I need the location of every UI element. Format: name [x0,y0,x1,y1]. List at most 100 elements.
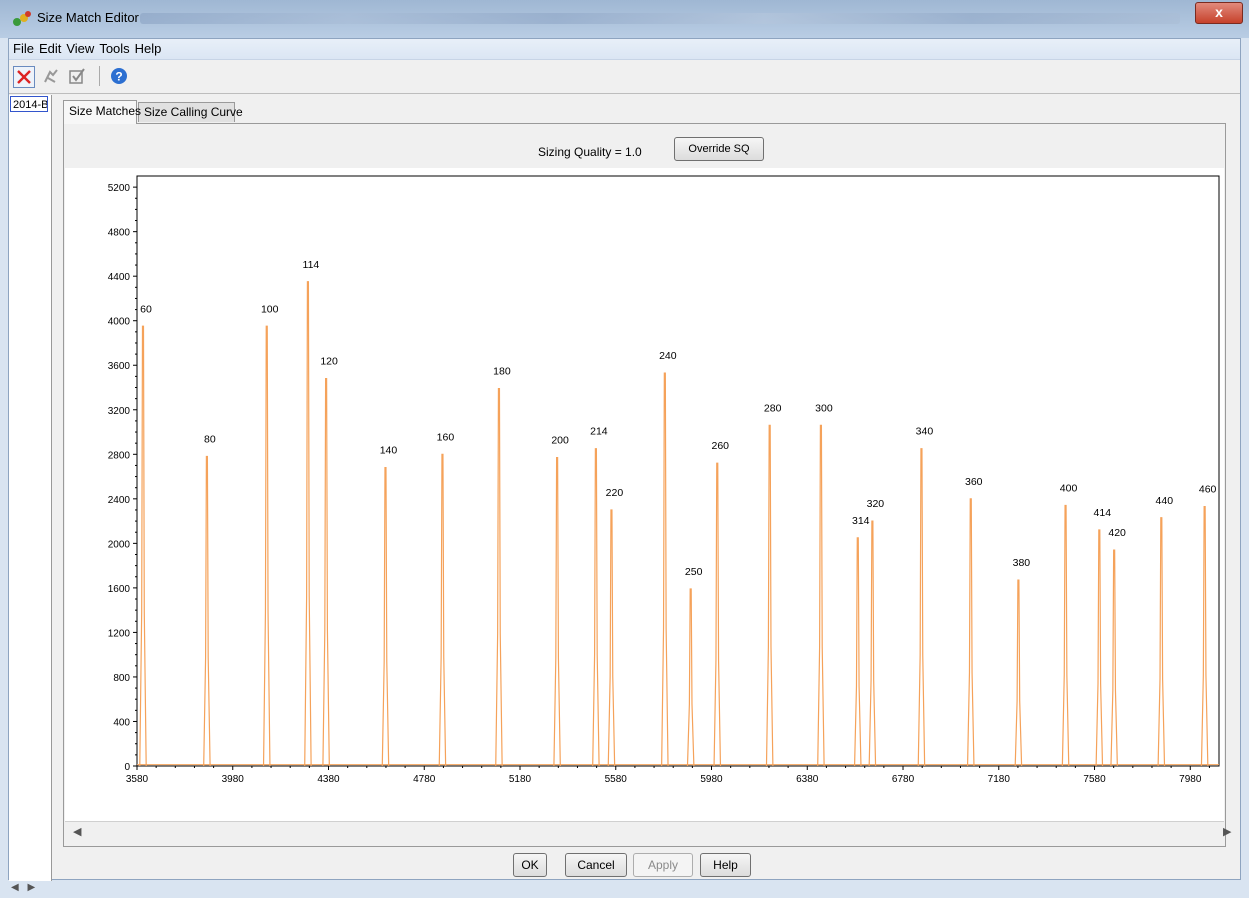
peak-label-250: 250 [685,566,703,578]
peak-label-60: 60 [140,303,152,315]
peak-240 [661,372,669,767]
menu-edit[interactable]: Edit [38,41,62,56]
peak-250 [686,588,695,767]
x-tick-label: 4380 [317,774,340,785]
x-tick-label: 3980 [222,774,245,785]
peak-260 [713,462,722,767]
close-button[interactable]: x [1195,2,1243,24]
peak-label-214: 214 [590,426,608,438]
y-tick-label: 4400 [108,272,131,283]
peak-340 [917,448,926,767]
peak-label-414: 414 [1094,507,1112,519]
delete-match-icon[interactable] [13,66,35,88]
peak-label-280: 280 [764,402,782,414]
peak-360 [966,498,975,767]
size-matches-panel: Sizing Quality = 1.0 Override SQ 0 400 800… [63,123,1231,847]
y-tick-label: 400 [113,717,130,728]
electropherogram-plot: 0 400 800 1200 1600 2000 2400 2800 3200 3600 4000 4… [65,168,1224,833]
help-button[interactable]: Help [700,853,751,877]
x-tick-label: 7180 [988,774,1011,785]
size-match-chart[interactable]: 0 400 800 1200 1600 2000 2400 2800 3200 3600 4000 4… [65,168,1224,823]
title-info-strip [140,13,1180,24]
toolbar: ? [9,60,1240,94]
peak-label-140: 140 [380,445,398,457]
window-title: Size Match Editor [37,10,139,25]
y-tick-label: 2400 [108,495,131,506]
peak-label-320: 320 [867,498,885,510]
scroll-right-icon[interactable]: ▶ [1223,826,1232,838]
peak-label-300: 300 [815,402,833,414]
y-tick-label: 5200 [108,183,131,194]
x-tick-label: 7580 [1083,774,1106,785]
peak-320 [868,520,877,767]
tab-size-calling-curve[interactable]: Size Calling Curve [138,102,243,122]
peak-114 [304,281,312,767]
y-tick-label: 2000 [108,539,131,550]
clear-icon[interactable] [41,66,61,86]
peak-214 [592,448,600,767]
y-tick-label: 800 [113,673,130,684]
apply-button[interactable]: Apply [633,853,693,877]
y-tick-label: 0 [124,762,130,773]
x-tick-label: 6380 [796,774,819,785]
override-sq-button[interactable]: Override SQ [674,137,764,161]
cancel-button[interactable]: Cancel [565,853,627,877]
peak-60 [139,325,147,767]
app-logo-icon [13,11,31,26]
peak-220 [607,509,616,767]
scroll-left-icon[interactable]: ◀ [73,826,82,838]
menu-bar: File Edit View Tools Help [9,39,1240,60]
y-tick-label: 4000 [108,317,131,328]
menu-file[interactable]: File [13,41,34,56]
peak-label-200: 200 [551,435,569,447]
peak-120 [322,378,330,767]
sample-list: 2014-B ◀ ▶ [9,95,52,893]
sample-list-scrollbar[interactable]: ◀ ▶ [11,882,49,898]
x-tick-label: 3580 [126,774,149,785]
help-icon[interactable]: ? [109,66,129,86]
peak-314 [853,537,862,767]
x-tick-label: 4780 [413,774,436,785]
plot-frame [136,175,1220,767]
y-tick-label: 2800 [108,450,131,461]
peak-440 [1157,517,1166,767]
peak-100 [262,325,271,767]
peak-label-440: 440 [1156,495,1174,507]
peak-label-220: 220 [606,487,624,499]
x-tick-label: 5580 [605,774,628,785]
peak-label-114: 114 [303,259,320,271]
x-tick-label: 5180 [509,774,532,785]
y-tick-label: 3200 [108,406,131,417]
peak-label-100: 100 [261,303,279,315]
menu-tools[interactable]: Tools [99,41,130,56]
peak-label-340: 340 [916,426,934,438]
peak-300 [817,424,825,767]
ok-button[interactable]: OK [513,853,547,877]
peak-420 [1110,549,1118,767]
tab-size-matches[interactable]: Size Matches [63,100,141,124]
svg-text:?: ? [115,70,122,84]
peak-200 [553,457,561,767]
peak-label-460: 460 [1199,484,1217,496]
check-icon[interactable] [67,66,87,86]
menu-help[interactable]: Help [134,41,162,56]
peak-280 [765,424,774,767]
peak-label-380: 380 [1013,557,1031,569]
x-tick-label: 5980 [700,774,723,785]
peak-400 [1061,504,1070,767]
sizing-quality-label: Sizing Quality = 1.0 [538,145,642,159]
peak-180 [495,388,503,767]
peak-380 [1014,579,1023,767]
plot-horizontal-scrollbar[interactable]: ◀ ▶ [65,821,1231,842]
peak-140 [381,467,390,767]
peak-label-180: 180 [493,366,511,378]
peak-label-400: 400 [1060,483,1078,495]
peak-label-80: 80 [204,434,216,446]
peak-460 [1200,506,1209,767]
peak-label-260: 260 [711,440,729,452]
peak-label-314: 314 [852,515,870,527]
peak-label-240: 240 [659,350,677,362]
menu-view[interactable]: View [66,41,95,56]
peak-label-360: 360 [965,476,983,488]
sample-list-item[interactable]: 2014-B [10,96,48,112]
